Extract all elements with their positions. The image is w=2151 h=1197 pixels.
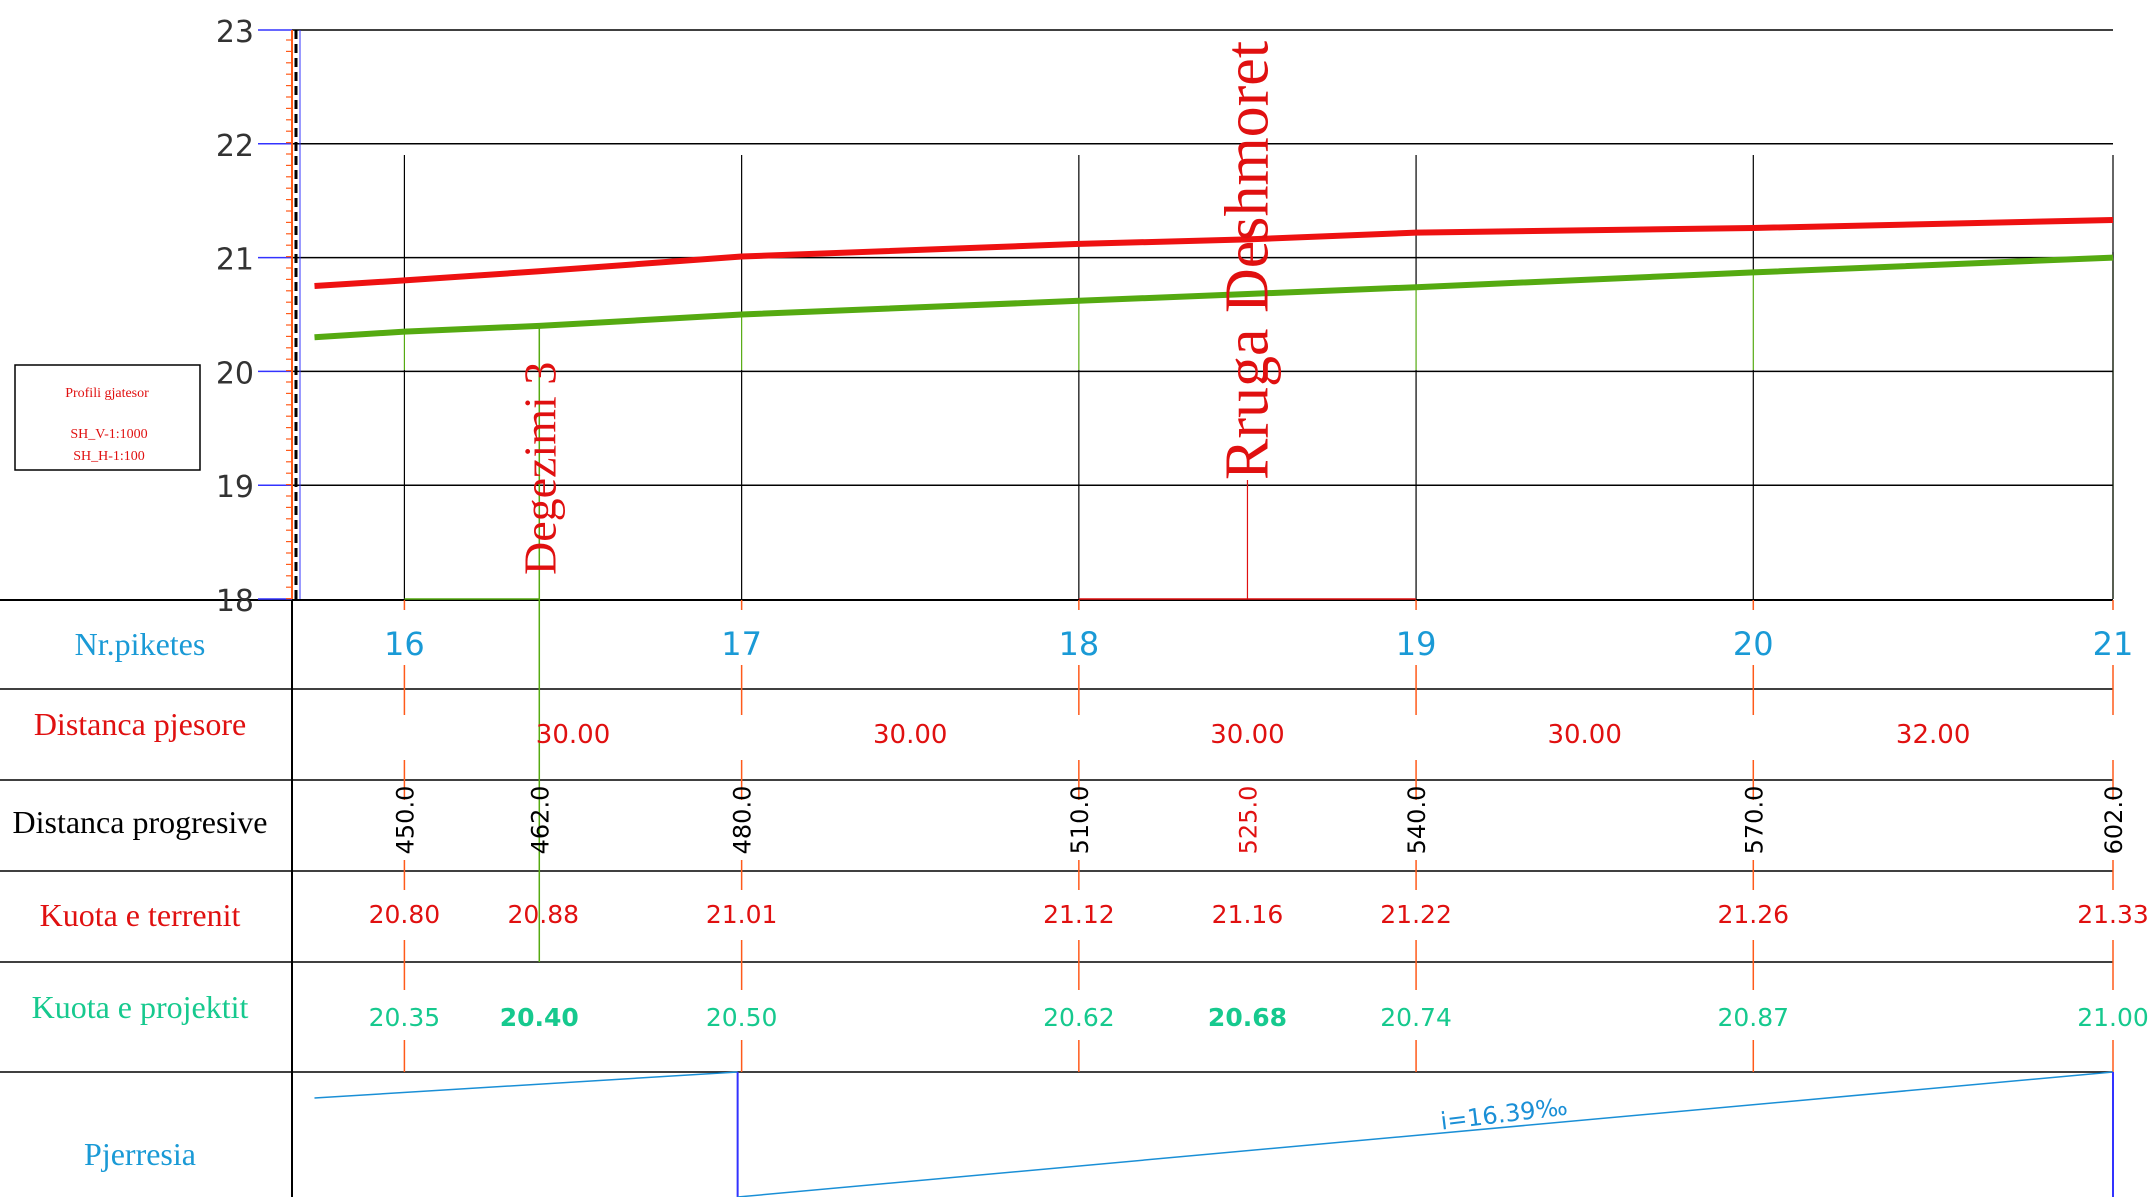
y-tick-label-18: 18 [216, 584, 254, 619]
terrain-line [314, 217, 2114, 289]
design-elevation: 20.35 [369, 1003, 441, 1032]
feature-labels: Degezimi 3 Rruga Deshmoret [404, 41, 1417, 962]
feature-label-degezimi: Degezimi 3 [514, 362, 565, 575]
terrain-elevation: 21.26 [1718, 900, 1790, 929]
y-tick-label-22: 22 [216, 129, 254, 164]
row-label-slope: Pjerresia [84, 1136, 196, 1172]
design-line [314, 254, 2114, 341]
scale-box-title: Profili gjatesor [65, 386, 149, 401]
progressive-distance: 540.0 [1403, 786, 1431, 855]
progressive-distance: 462.0 [526, 786, 554, 855]
slope-value: i=16.39‰ [1439, 1092, 1569, 1135]
progressive-distance: 450.0 [391, 786, 419, 855]
partial-distance: 30.00 [1547, 720, 1621, 750]
progressive-distance: 510.0 [1066, 786, 1094, 855]
progressive-distance: 602.0 [2100, 786, 2128, 855]
design-elevation: 20.74 [1380, 1003, 1452, 1032]
table-values: 16 17 18 19 20 21 30.00 30.00 30.00 30.00 32.00 450… [369, 625, 2149, 1032]
partial-distance: 30.00 [1210, 720, 1284, 750]
design-elevation: 20.62 [1043, 1003, 1115, 1032]
progressive-distance: 570.0 [1740, 786, 1768, 855]
station-markers [403, 155, 2114, 1072]
terrain-elevation: 21.33 [2077, 900, 2149, 929]
terrain-elevation: 21.12 [1043, 900, 1115, 929]
profile-lines [314, 217, 2114, 341]
y-tick-label-23: 23 [216, 15, 254, 50]
terrain-elevation: 20.80 [369, 900, 441, 929]
row-labels: Nr.piketes Distanca pjesore Distanca progr… [12, 626, 267, 1172]
station-label-17: 17 [721, 625, 762, 663]
partial-distance: 32.00 [1896, 720, 1970, 750]
design-elevation: 20.68 [1208, 1003, 1287, 1032]
station-label-21: 21 [2093, 625, 2134, 663]
station-label-16: 16 [384, 625, 425, 663]
partial-distance: 30.00 [873, 720, 947, 750]
terrain-elevation: 21.22 [1380, 900, 1452, 929]
progressive-distance: 525.0 [1234, 786, 1262, 855]
station-label-19: 19 [1396, 625, 1437, 663]
y-tick-label-20: 20 [216, 356, 254, 391]
terrain-elevation: 21.16 [1212, 900, 1284, 929]
chart-grid [292, 29, 2113, 486]
design-elevation: 20.50 [706, 1003, 778, 1032]
design-elevation: 20.87 [1718, 1003, 1790, 1032]
slope-line-2 [737, 1071, 2114, 1197]
station-label-18: 18 [1058, 625, 1099, 663]
design-elevation: 21.00 [2077, 1003, 2149, 1032]
feature-label-rruga: Rruga Deshmoret [1213, 41, 1281, 480]
slope-row: i=16.39‰ [314, 1071, 2114, 1197]
terrain-elevation: 20.88 [508, 900, 580, 929]
y-tick-label-19: 19 [216, 470, 254, 505]
terrain-elevation: 21.01 [706, 900, 778, 929]
progressive-distance: 480.0 [729, 786, 757, 855]
row-label-distances: Distanca pjesore [34, 706, 246, 742]
slope-line-1 [314, 1071, 738, 1099]
design-elevation: 20.40 [500, 1003, 579, 1032]
row-label-terrain: Kuota e terrenit [40, 897, 241, 933]
scale-box-vertical: SH_V-1:1000 [70, 427, 147, 442]
station-label-20: 20 [1733, 625, 1774, 663]
row-label-progressive: Distanca progresive [12, 804, 267, 840]
row-label-stations: Nr.piketes [75, 626, 206, 662]
scale-box-horizontal: SH_H-1:100 [73, 449, 145, 464]
y-axis: 23 22 21 20 19 18 [216, 15, 301, 619]
partial-distance: 30.00 [536, 720, 610, 750]
y-tick-label-21: 21 [216, 243, 254, 278]
row-label-design: Kuota e projektit [32, 989, 249, 1025]
table-frame [0, 599, 2113, 1197]
scale-box: Profili gjatesor SH_V-1:1000 SH_H-1:100 [14, 364, 201, 471]
